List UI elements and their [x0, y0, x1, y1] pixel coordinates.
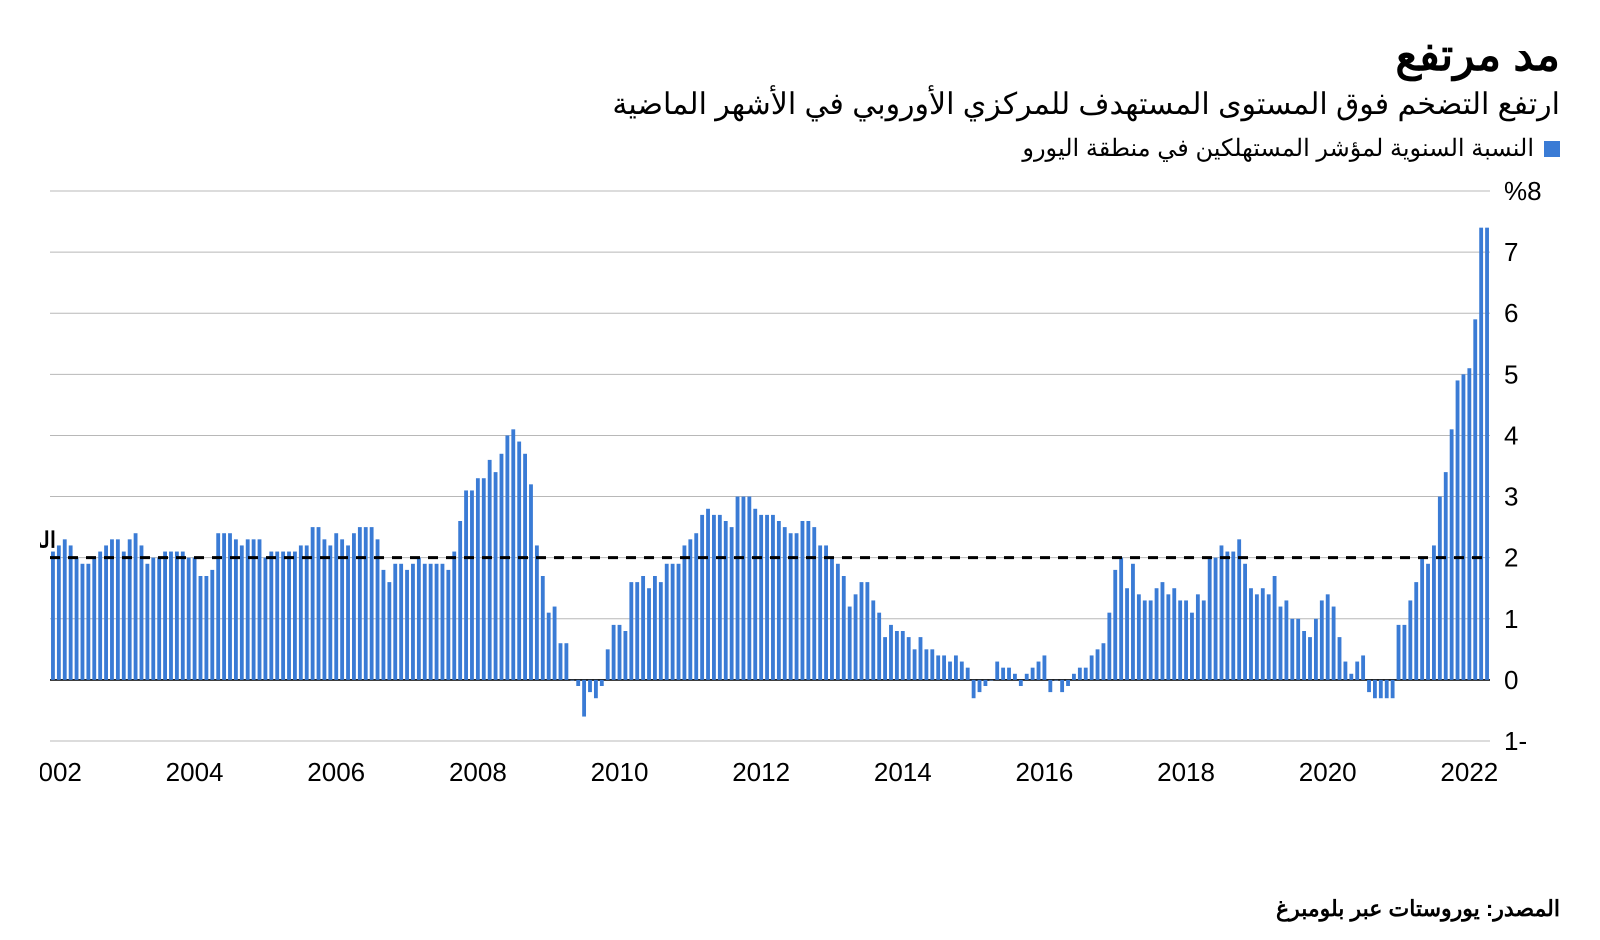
svg-text:2012: 2012	[732, 757, 790, 787]
svg-text:المستوى المستهدف للمركزي الأور: المستوى المستهدف للمركزي الأوروبي	[40, 526, 56, 554]
svg-text:4: 4	[1504, 420, 1518, 450]
svg-text:3: 3	[1504, 482, 1518, 512]
svg-text:7: 7	[1504, 237, 1518, 267]
bar-chart: 1- 0 1 2 3 4 5 6 7 %8 المستوى المستهدف للمركزي الأ…	[40, 181, 1560, 801]
svg-text:2: 2	[1504, 543, 1518, 573]
svg-text:2004: 2004	[166, 757, 224, 787]
source-label: المصدر: يوروستات عبر بلومبرغ	[1276, 896, 1560, 922]
svg-text:%8: %8	[1504, 181, 1542, 206]
chart-area: 1- 0 1 2 3 4 5 6 7 %8 المستوى المستهدف للمركزي الأ…	[40, 181, 1560, 801]
legend-label: النسبة السنوية لمؤشر المستهلكين في منطقة…	[1022, 134, 1534, 163]
svg-text:2018: 2018	[1157, 757, 1215, 787]
svg-text:6: 6	[1504, 298, 1518, 328]
svg-text:2006: 2006	[307, 757, 365, 787]
svg-text:2008: 2008	[449, 757, 507, 787]
svg-text:2014: 2014	[874, 757, 932, 787]
svg-text:2002: 2002	[40, 757, 82, 787]
svg-text:5: 5	[1504, 359, 1518, 389]
svg-text:2016: 2016	[1016, 757, 1074, 787]
legend-swatch	[1544, 141, 1560, 157]
svg-text:0: 0	[1504, 665, 1518, 695]
svg-text:2022: 2022	[1440, 757, 1498, 787]
legend: النسبة السنوية لمؤشر المستهلكين في منطقة…	[40, 134, 1560, 163]
chart-title: مد مرتفع	[40, 30, 1560, 81]
svg-text:1-: 1-	[1504, 726, 1527, 756]
svg-text:2020: 2020	[1299, 757, 1357, 787]
svg-text:2010: 2010	[591, 757, 649, 787]
chart-subtitle: ارتفع التضخم فوق المستوى المستهدف للمركز…	[40, 87, 1560, 122]
svg-text:1: 1	[1504, 604, 1518, 634]
